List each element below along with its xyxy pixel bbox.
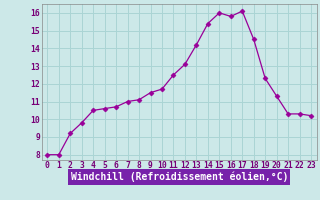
X-axis label: Windchill (Refroidissement éolien,°C): Windchill (Refroidissement éolien,°C)	[70, 172, 288, 182]
